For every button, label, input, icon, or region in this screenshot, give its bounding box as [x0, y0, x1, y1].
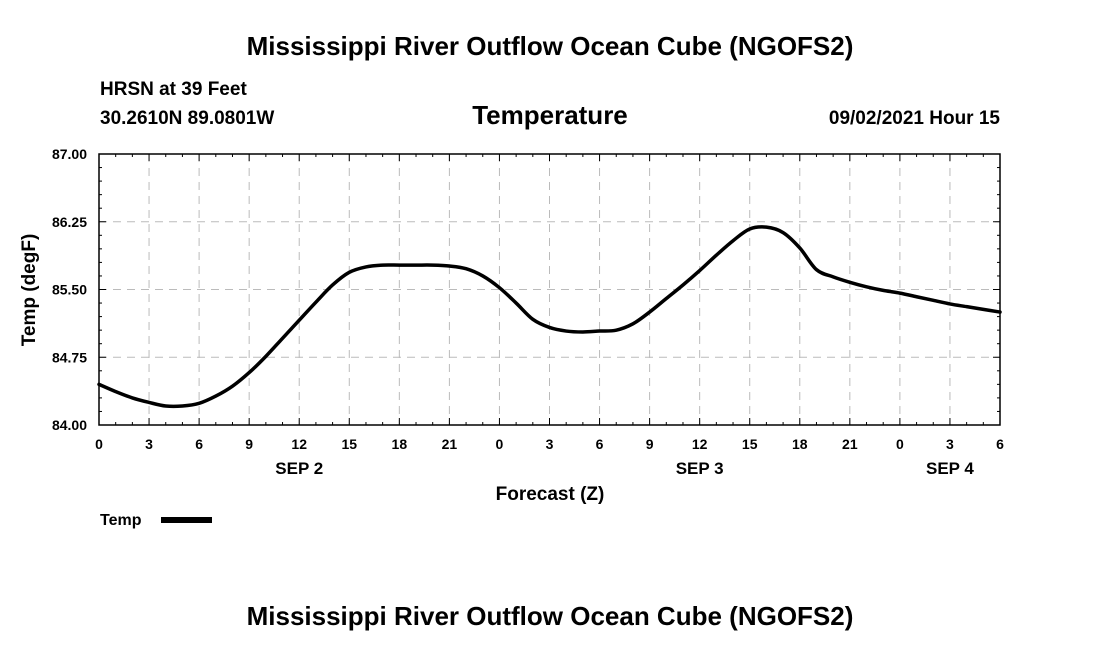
x-tick-label: 9 [245, 436, 253, 452]
temp-data-point [765, 226, 768, 229]
temp-data-point [848, 281, 851, 284]
temp-data-point [248, 371, 251, 374]
temp-data-point [999, 311, 1002, 314]
y-tick-label: 84.00 [52, 417, 87, 433]
panel-title: Temperature [472, 100, 628, 130]
x-tick-label: 9 [646, 436, 654, 452]
x-tick-label: 15 [341, 436, 357, 452]
temp-data-point [982, 308, 985, 311]
temp-data-point [865, 285, 868, 288]
x-tick-label: 3 [145, 436, 153, 452]
footer-title: Mississippi River Outflow Ocean Cube (NG… [247, 601, 854, 631]
y-tick-label: 84.75 [52, 349, 87, 365]
date-labels: SEP 2 SEP 3 SEP 4 [275, 459, 974, 478]
x-tick-label: 0 [496, 436, 504, 452]
temp-data-point [598, 330, 601, 333]
temp-data-point [214, 395, 217, 398]
temp-data-point [281, 337, 284, 340]
x-tick-label: 12 [291, 436, 307, 452]
x-tick-label: 18 [792, 436, 808, 452]
plot-frame [98, 153, 1001, 426]
x-tick-label: 12 [692, 436, 708, 452]
x-tick-label: 15 [742, 436, 758, 452]
temp-data-point [915, 295, 918, 298]
temp-data-point [164, 405, 167, 408]
x-tick-label: 0 [95, 436, 103, 452]
temp-data-point [148, 401, 151, 404]
temp-data-point [448, 265, 451, 268]
temp-data-point [181, 405, 184, 408]
temp-data-point [515, 302, 518, 305]
temp-data-point [481, 274, 484, 277]
temp-data-point [348, 271, 351, 274]
legend-label: Temp [100, 512, 142, 529]
y-tick-label: 87.00 [52, 146, 87, 162]
temp-data-point [732, 239, 735, 242]
temp-data-point [681, 283, 684, 286]
temp-data-point [198, 402, 201, 405]
temp-data-point [665, 297, 668, 300]
temp-data-point [815, 268, 818, 271]
date-label: SEP 4 [926, 459, 974, 478]
x-tick-label: 6 [996, 436, 1004, 452]
date-label: SEP 2 [275, 459, 323, 478]
x-tick-label: 18 [392, 436, 408, 452]
temp-data-point [548, 326, 551, 329]
temp-data-point [264, 355, 267, 358]
chart-title: Mississippi River Outflow Ocean Cube (NG… [247, 31, 854, 61]
x-tick-label: 6 [195, 436, 203, 452]
y-tick-label: 85.50 [52, 282, 87, 298]
forecast-timestamp: 09/02/2021 Hour 15 [829, 108, 1001, 129]
temp-data-point [648, 311, 651, 314]
temp-data-point [415, 264, 418, 267]
x-tick-label: 6 [596, 436, 604, 452]
y-tick-labels: 84.00 84.75 85.50 86.25 87.00 [52, 146, 87, 433]
temp-data-point [231, 385, 234, 388]
x-tick-label: 3 [946, 436, 954, 452]
temp-data-point [114, 390, 117, 393]
temp-data-point [431, 264, 434, 267]
temp-data-point [314, 301, 317, 304]
temp-data-point [615, 329, 618, 332]
temp-data-point [882, 289, 885, 292]
date-label: SEP 3 [676, 459, 724, 478]
temp-data-point [364, 265, 367, 268]
temp-data-point [398, 264, 401, 267]
temp-data-point [498, 286, 501, 289]
temp-data-point [465, 267, 468, 270]
station-label: HRSN at 39 Feet [100, 79, 247, 100]
temp-data-point [932, 299, 935, 302]
temp-data-point [965, 305, 968, 308]
temp-data-point [782, 231, 785, 234]
temp-data-point [631, 322, 634, 325]
x-tick-label: 21 [842, 436, 858, 452]
x-axis-label: Forecast (Z) [496, 484, 605, 505]
temp-data-point [698, 269, 701, 272]
temp-data-point [948, 302, 951, 305]
temp-data-point [331, 283, 334, 286]
x-tick-labels: 0 3 6 9 12 15 18 21 0 3 6 9 12 15 18 21 0 3 6 [95, 436, 1004, 452]
temp-data-point [298, 319, 301, 322]
temp-data-point [565, 330, 568, 333]
x-tick-label: 0 [896, 436, 904, 452]
grid-lines [99, 154, 1000, 425]
temp-data-point [381, 264, 384, 267]
temp-series-line [97, 225, 1002, 409]
y-axis-label: Temp (degF) [19, 234, 40, 347]
y-tick-label: 86.25 [52, 214, 87, 230]
x-tick-label: 21 [442, 436, 458, 452]
temp-data-point [832, 275, 835, 278]
temp-data-point [581, 330, 584, 333]
station-coords: 30.2610N 89.0801W [100, 108, 274, 129]
temp-data-point [131, 396, 134, 399]
temp-data-point [715, 254, 718, 257]
x-tick-label: 3 [546, 436, 554, 452]
temp-data-point [898, 292, 901, 295]
temp-data-point [531, 318, 534, 321]
temp-data-point [748, 227, 751, 230]
temp-data-point [798, 246, 801, 249]
temp-data-point [98, 383, 101, 386]
